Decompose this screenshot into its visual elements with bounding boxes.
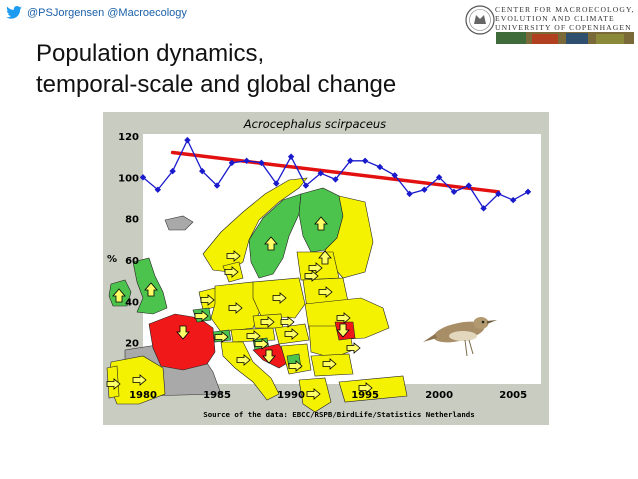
trend-arrow-austria — [246, 330, 261, 342]
data-point — [361, 157, 369, 164]
trend-arrow-turkey — [358, 382, 373, 394]
country-italy — [220, 341, 280, 401]
axis-ticks: 20 40 60 80 100 120 1980 1985 1990 1995 2000 2005 — [118, 132, 527, 401]
y-tick-label: 100 — [118, 173, 139, 184]
twitter-bird-icon — [6, 6, 22, 19]
data-point — [332, 176, 339, 183]
twitter-handle-bar: @PSJorgensen @Macroecology — [6, 6, 187, 19]
trend-arrow-france — [176, 325, 190, 340]
data-point — [480, 205, 487, 212]
trend-arrow-denmark — [224, 266, 239, 278]
data-point — [213, 182, 221, 189]
y-tick-label: 20 — [125, 339, 139, 350]
trend-arrow-moldova — [346, 342, 361, 354]
university-logo — [465, 5, 634, 44]
trend-arrow-italy — [236, 354, 251, 366]
data-point — [243, 157, 250, 164]
trend-arrows — [106, 216, 373, 400]
data-point — [317, 170, 324, 177]
x-tick-label: 2000 — [425, 390, 453, 401]
x-tick-label: 1980 — [129, 390, 157, 401]
source-caption: Source of the data: EBCC/RSPB/BirdLife/S… — [203, 410, 474, 419]
country-turkey — [338, 375, 408, 403]
trend-arrow-greece — [306, 388, 321, 400]
trend-line — [170, 150, 501, 194]
data-point — [465, 182, 472, 189]
slide-title: Population dynamics, temporal-scale and … — [36, 38, 396, 100]
trend-arrow-croatia — [262, 349, 276, 364]
data-point — [273, 180, 280, 187]
data-point — [347, 157, 354, 164]
trend-arrow-latvia — [308, 262, 323, 274]
trend-arrow-serbia — [288, 360, 303, 372]
twitter-handles[interactable]: @PSJorgensen @Macroecology — [27, 6, 187, 19]
trend-arrow-romania — [336, 323, 350, 338]
logo-line: UNIVERSITY OF COPENHAGEN — [495, 23, 632, 33]
data-point — [495, 190, 502, 198]
y-tick-label: 120 — [118, 132, 139, 143]
population-figure: Acrocephalus scirpaceus — [103, 112, 549, 425]
country-france — [148, 313, 216, 371]
trend-arrow-switzerland — [214, 331, 229, 343]
trend-arrow-sweden — [264, 236, 278, 251]
trend-arrow-estonia — [318, 250, 332, 265]
title-line-1: Population dynamics, — [36, 40, 265, 67]
trend-arrow-finland — [314, 216, 328, 231]
bird-illustration — [423, 317, 497, 357]
trend-arrow-netherlands — [200, 294, 215, 306]
data-point — [435, 174, 443, 181]
y-tick-label: 80 — [125, 215, 139, 226]
trend-arrow-spain — [132, 374, 147, 386]
x-tick-label: 2005 — [499, 390, 527, 401]
y-tick-label: 40 — [125, 297, 139, 308]
trend-arrow-bulgaria — [322, 358, 337, 370]
logo-line: EVOLUTION AND CLIMATE — [495, 14, 615, 24]
trend-arrow-belgium — [194, 310, 209, 322]
trend-arrow-ukraine — [336, 312, 351, 324]
data-point — [154, 186, 162, 193]
trend-arrow-uk — [144, 282, 158, 297]
data-point — [524, 188, 532, 195]
seal-icon — [465, 5, 495, 35]
y-axis-label: % — [107, 254, 117, 265]
trend-arrow-germany — [228, 302, 243, 314]
chart-title: Acrocephalus scirpaceus — [243, 117, 386, 131]
trend-arrow-lithuania — [304, 270, 319, 282]
logo-text: CENTER FOR MACROECOLOGY, EVOLUTION AND C… — [495, 5, 635, 33]
trend-arrow-slovakia — [280, 316, 295, 328]
data-point — [287, 153, 295, 160]
logo-line: CENTER FOR MACROECOLOGY, — [495, 5, 635, 14]
trend-arrow-portugal — [106, 378, 121, 390]
country-iceland — [164, 215, 194, 231]
x-tick-label: 1995 — [351, 390, 379, 401]
y-tick-label: 60 — [125, 256, 139, 267]
trend-arrow-ireland — [112, 288, 126, 303]
data-point — [509, 196, 517, 204]
series-group — [139, 136, 532, 212]
trend-arrow-poland — [272, 292, 287, 304]
data-point — [406, 190, 413, 198]
trend-arrow-hungary — [284, 328, 299, 340]
title-line-2: temporal-scale and global change — [36, 71, 397, 98]
country-sweden — [248, 193, 302, 279]
data-point — [184, 136, 191, 144]
trend-arrow-slovenia — [254, 338, 269, 350]
trend-line-group — [170, 150, 501, 194]
data-point — [450, 188, 458, 195]
trend-arrow-belarus — [318, 286, 333, 298]
data-point — [391, 172, 398, 179]
x-tick-label: 1985 — [203, 390, 231, 401]
trend-arrow-norway — [226, 250, 241, 262]
data-point — [421, 186, 428, 193]
trend-arrow-czechia — [260, 316, 275, 328]
data-point — [139, 174, 147, 181]
x-tick-label: 1990 — [277, 390, 305, 401]
